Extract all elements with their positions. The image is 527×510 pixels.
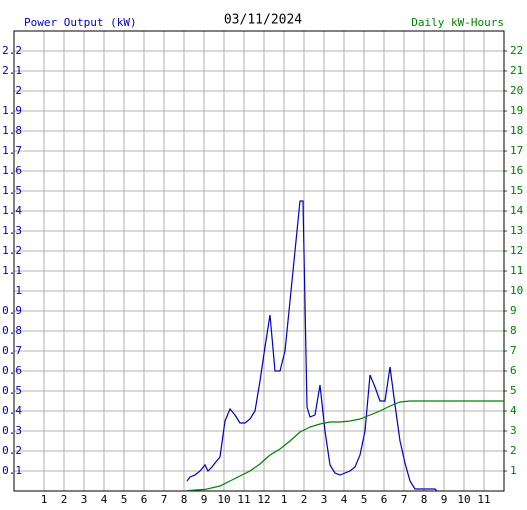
x-tick-label: 10 (457, 493, 470, 506)
x-tick-label: 6 (381, 493, 388, 506)
y-tick-label: 2.2 (2, 44, 22, 57)
x-tick-label: 6 (141, 493, 148, 506)
y2-tick-label: 10 (510, 284, 523, 297)
y2-tick-label: 18 (510, 124, 523, 137)
y2-tick-label: 7 (510, 344, 517, 357)
x-tick-label: 11 (477, 493, 490, 506)
y2-tick-label: 14 (510, 204, 524, 217)
y-tick-label: 0.2 (2, 444, 22, 457)
x-tick-label: 3 (321, 493, 328, 506)
x-tick-label: 7 (161, 493, 168, 506)
x-tick-label: 1 (281, 493, 288, 506)
x-tick-label: 2 (61, 493, 68, 506)
y-tick-label: 1.4 (2, 204, 22, 217)
x-tick-label: 5 (361, 493, 368, 506)
y2-tick-label: 16 (510, 164, 523, 177)
y-tick-label: 1.7 (2, 144, 22, 157)
y-axis-label: Power Output (kW) (24, 16, 137, 29)
x-tick-label: 1 (41, 493, 48, 506)
x-tick-label: 8 (181, 493, 188, 506)
y2-tick-label: 5 (510, 384, 517, 397)
x-tick-label: 9 (201, 493, 208, 506)
y-tick-label: 0.5 (2, 384, 22, 397)
y-tick-label: 0.7 (2, 344, 22, 357)
y-tick-label: 1.1 (2, 264, 22, 277)
x-tick-label: 11 (237, 493, 250, 506)
y2-axis-label: Daily kW-Hours (411, 16, 504, 29)
x-tick-label: 7 (401, 493, 408, 506)
y-tick-label: 0.8 (2, 324, 22, 337)
x-tick-label: 8 (421, 493, 428, 506)
y-tick-label: 2.1 (2, 64, 22, 77)
x-tick-label: 2 (301, 493, 308, 506)
y-tick-label: 0.3 (2, 424, 22, 437)
plot-border (13, 30, 505, 492)
x-tick-label: 5 (121, 493, 128, 506)
y2-tick-label: 19 (510, 104, 523, 117)
chart-title: 03/11/2024 (224, 13, 302, 28)
plot-area (13, 30, 505, 492)
series-line (186, 400, 504, 492)
y2-tick-label: 1 (510, 464, 517, 477)
y2-tick-label: 9 (510, 304, 517, 317)
x-tick-label: 9 (441, 493, 448, 506)
y2-tick-label: 20 (510, 84, 523, 97)
y2-tick-label: 3 (510, 424, 517, 437)
y-tick-label: 0.1 (2, 464, 22, 477)
y-tick-label: 1.9 (2, 104, 22, 117)
y2-tick-label: 21 (510, 64, 523, 77)
y-tick-label: 2 (15, 84, 22, 97)
y2-tick-label: 17 (510, 144, 523, 157)
y-tick-label: 1 (15, 284, 22, 297)
y-tick-label: 1.8 (2, 124, 22, 137)
y-tick-label: 1.6 (2, 164, 22, 177)
y-tick-label: 1.3 (2, 224, 22, 237)
y-tick-label: 0.6 (2, 364, 22, 377)
x-tick-label: 4 (341, 493, 348, 506)
y2-tick-label: 22 (510, 44, 523, 57)
y2-tick-label: 11 (510, 264, 523, 277)
x-tick-label: 10 (217, 493, 230, 506)
y2-tick-label: 12 (510, 244, 523, 257)
y-tick-label: 0.9 (2, 304, 22, 317)
y-tick-label: 1.5 (2, 184, 22, 197)
y2-tick-label: 8 (510, 324, 517, 337)
y2-tick-label: 15 (510, 184, 523, 197)
x-tick-label: 3 (81, 493, 88, 506)
y-tick-label: 1.2 (2, 244, 22, 257)
y2-tick-label: 6 (510, 364, 517, 377)
y2-tick-label: 4 (510, 404, 517, 417)
y2-tick-label: 13 (510, 224, 523, 237)
y-tick-label: 0.4 (2, 404, 22, 417)
x-tick-label: 4 (101, 493, 108, 506)
y2-tick-label: 2 (510, 444, 517, 457)
x-tick-label: 12 (257, 493, 270, 506)
series-line (186, 200, 438, 492)
